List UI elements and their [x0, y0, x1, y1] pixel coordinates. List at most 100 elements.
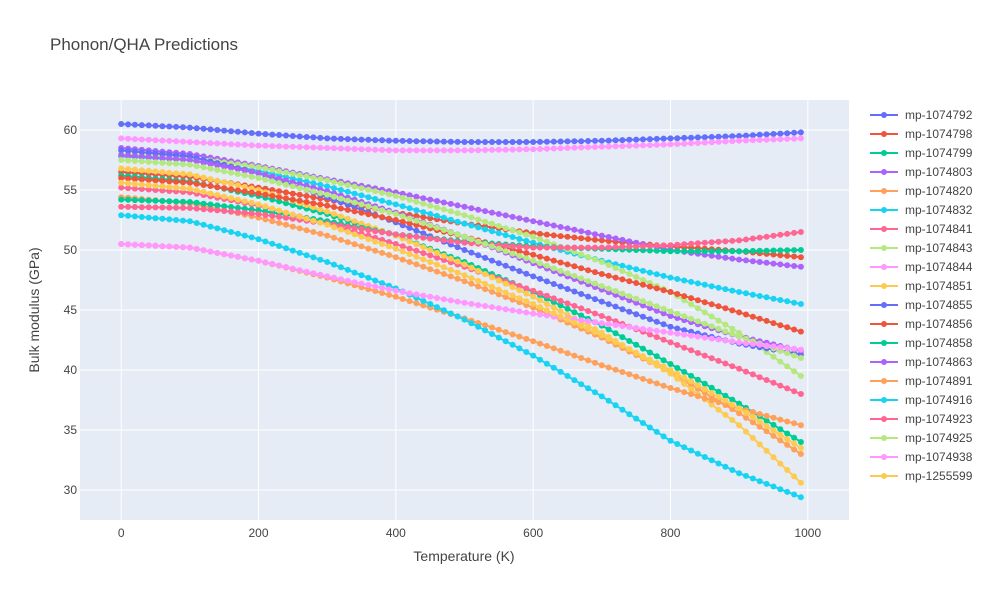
data-point[interactable]: [159, 177, 166, 184]
data-point[interactable]: [791, 388, 798, 395]
data-point[interactable]: [784, 230, 791, 237]
data-point[interactable]: [694, 280, 701, 287]
data-point[interactable]: [454, 313, 461, 320]
data-point[interactable]: [502, 306, 509, 313]
data-point[interactable]: [482, 241, 489, 247]
data-point[interactable]: [530, 251, 537, 258]
data-point[interactable]: [797, 229, 804, 235]
data-point[interactable]: [166, 155, 173, 162]
data-point[interactable]: [797, 355, 804, 361]
data-point[interactable]: [447, 310, 454, 317]
data-point[interactable]: [688, 248, 695, 255]
data-point[interactable]: [708, 301, 715, 308]
data-point[interactable]: [475, 302, 482, 308]
data-point[interactable]: [543, 360, 550, 367]
data-point[interactable]: [729, 133, 736, 140]
data-point[interactable]: [125, 121, 132, 128]
data-point[interactable]: [523, 244, 530, 251]
data-point[interactable]: [646, 242, 653, 249]
data-point[interactable]: [777, 416, 784, 423]
data-point[interactable]: [592, 296, 598, 303]
data-point[interactable]: [509, 331, 516, 338]
data-point[interactable]: [640, 243, 646, 250]
data-point[interactable]: [653, 327, 660, 334]
data-point[interactable]: [482, 226, 489, 233]
data-point[interactable]: [337, 187, 344, 193]
data-point[interactable]: [125, 212, 132, 219]
data-point[interactable]: [770, 427, 777, 434]
data-point[interactable]: [701, 239, 708, 246]
data-point[interactable]: [324, 202, 331, 209]
data-point[interactable]: [777, 437, 784, 444]
data-point[interactable]: [193, 139, 200, 146]
data-point[interactable]: [612, 402, 619, 409]
data-point[interactable]: [372, 188, 379, 195]
legend-item[interactable]: mp-1074923: [870, 412, 973, 426]
data-point[interactable]: [667, 242, 674, 249]
data-point[interactable]: [440, 257, 447, 263]
data-point[interactable]: [571, 302, 578, 309]
data-point[interactable]: [461, 247, 468, 253]
data-point[interactable]: [612, 143, 619, 150]
data-point[interactable]: [337, 135, 344, 142]
data-point[interactable]: [303, 186, 310, 193]
data-point[interactable]: [736, 133, 743, 139]
data-point[interactable]: [797, 439, 804, 445]
data-point[interactable]: [722, 305, 729, 312]
data-point[interactable]: [495, 260, 502, 267]
data-point[interactable]: [715, 325, 722, 332]
data-point[interactable]: [434, 254, 440, 261]
data-point[interactable]: [708, 397, 715, 404]
data-point[interactable]: [440, 214, 447, 221]
data-point[interactable]: [337, 276, 344, 283]
data-point[interactable]: [482, 208, 489, 215]
data-point[interactable]: [372, 196, 379, 202]
data-point[interactable]: [598, 313, 605, 319]
data-point[interactable]: [653, 303, 660, 310]
data-point[interactable]: [200, 164, 207, 171]
data-point[interactable]: [296, 185, 303, 192]
data-point[interactable]: [660, 357, 667, 364]
data-point[interactable]: [262, 203, 269, 210]
data-point[interactable]: [626, 264, 633, 271]
legend-item[interactable]: mp-1074855: [870, 298, 973, 312]
data-point[interactable]: [351, 190, 358, 197]
data-point[interactable]: [344, 145, 351, 152]
data-point[interactable]: [145, 154, 152, 161]
data-point[interactable]: [550, 232, 557, 239]
data-point[interactable]: [756, 315, 763, 322]
data-point[interactable]: [337, 195, 344, 202]
data-point[interactable]: [784, 430, 791, 437]
data-point[interactable]: [413, 300, 420, 307]
data-point[interactable]: [166, 137, 173, 144]
data-point[interactable]: [234, 166, 241, 173]
data-point[interactable]: [482, 218, 489, 225]
data-point[interactable]: [180, 185, 186, 192]
data-point[interactable]: [138, 204, 145, 211]
data-point[interactable]: [392, 245, 399, 252]
data-point[interactable]: [770, 232, 777, 239]
data-point[interactable]: [653, 428, 660, 435]
series-mp-1074916[interactable]: [118, 212, 804, 501]
data-point[interactable]: [797, 346, 804, 353]
data-point[interactable]: [434, 295, 440, 301]
data-point[interactable]: [681, 293, 688, 300]
data-point[interactable]: [420, 256, 427, 263]
data-point[interactable]: [255, 164, 262, 171]
data-point[interactable]: [392, 147, 399, 154]
data-point[interactable]: [289, 196, 296, 203]
data-point[interactable]: [564, 261, 571, 268]
data-point[interactable]: [495, 291, 502, 298]
data-point[interactable]: [214, 167, 221, 174]
data-point[interactable]: [125, 180, 132, 187]
data-point[interactable]: [447, 255, 454, 262]
data-point[interactable]: [701, 248, 708, 255]
data-point[interactable]: [763, 428, 770, 435]
data-point[interactable]: [310, 134, 317, 141]
data-point[interactable]: [228, 180, 235, 187]
data-point[interactable]: [516, 139, 523, 145]
data-point[interactable]: [262, 212, 269, 218]
data-point[interactable]: [701, 320, 708, 327]
data-point[interactable]: [468, 320, 475, 327]
data-point[interactable]: [729, 363, 736, 370]
